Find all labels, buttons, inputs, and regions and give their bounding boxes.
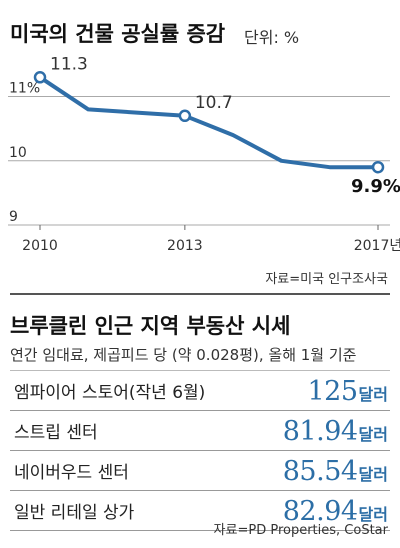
x-tick-label: 2017년 [354, 238, 400, 254]
data-point [371, 160, 385, 174]
rent-row-name: 스트립 센터 [14, 423, 98, 443]
rents-title: 브루클린 인근 지역 부동산 시세 [10, 314, 291, 338]
unit-label: 단위: % [244, 28, 300, 47]
data-point [178, 109, 192, 123]
rent-value-currency: 달러 [358, 385, 388, 404]
rent-row: 엠파이어 스토어(작년 6월) 125달러 [10, 370, 390, 411]
rent-value-currency: 달러 [358, 465, 388, 484]
rent-row-name: 일반 리테일 상가 [14, 503, 135, 523]
section-divider [10, 293, 390, 295]
rent-row: 스트립 센터 81.94달러 [10, 411, 390, 451]
vacancy-chart-title: 미국의 건물 공실률 증감 [10, 22, 226, 46]
rent-row: 네이버우드 센터 85.54달러 [10, 451, 390, 491]
rent-value-currency: 달러 [358, 505, 388, 524]
rents-source: 자료=PD Properties, CoStar [213, 523, 388, 538]
y-tick-label: 9 [9, 209, 18, 225]
rent-value-number: 82.94 [282, 496, 358, 527]
rent-row: 일반 리테일 상가 82.94달러 [10, 491, 390, 531]
data-point [33, 71, 47, 84]
x-tick-label: 2010 [22, 238, 58, 254]
rent-row-value: 85.54달러 [283, 456, 388, 487]
x-tick-label: 2013 [167, 238, 203, 254]
data-label: 9.9% [351, 176, 400, 197]
data-label: 11.3 [50, 54, 88, 74]
rent-value-number: 85.54 [282, 456, 358, 487]
series-line [38, 75, 380, 170]
vacancy-source: 자료=미국 인구조사국 [265, 272, 388, 287]
data-label: 10.7 [195, 93, 233, 113]
rent-value-number: 125 [307, 376, 359, 407]
rent-row-value: 81.94달러 [283, 416, 388, 447]
rent-table: 엠파이어 스토어(작년 6월) 125달러 스트립 센터 81.94달러 네이버… [10, 370, 390, 531]
rents-subtitle: 연간 임대료, 제곱피드 당 (약 0.028평), 올해 1월 기준 [10, 346, 357, 364]
y-tick-label: 10 [9, 145, 27, 161]
rent-row-value: 125달러 [308, 376, 389, 407]
rent-value-number: 81.94 [282, 416, 358, 447]
y-tick-label: 11% [9, 81, 40, 97]
rent-row-value: 82.94달러 [283, 496, 388, 527]
rent-row-name: 네이버우드 센터 [14, 463, 129, 483]
rent-value-currency: 달러 [358, 425, 388, 444]
rent-row-name: 엠파이어 스토어(작년 6월) [14, 383, 206, 403]
